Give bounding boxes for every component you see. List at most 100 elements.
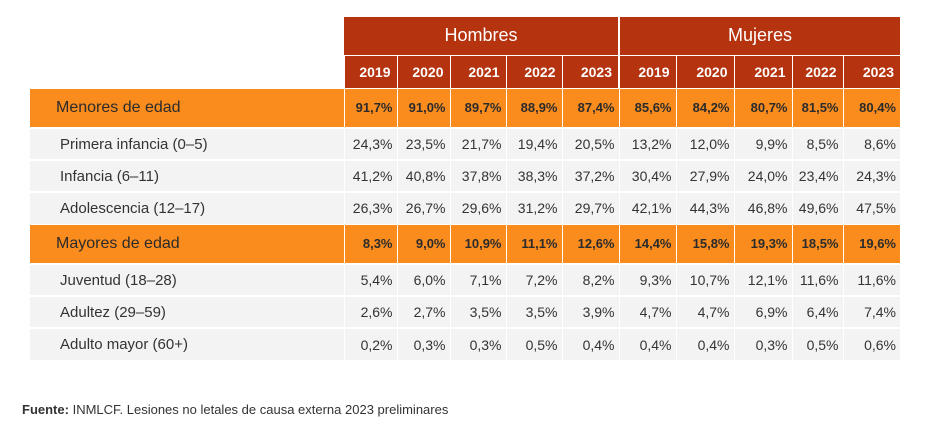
table-row: Primera infancia (0–5) 24,3% 23,5% 21,7% 19,… <box>30 127 900 160</box>
value-cell: 15,8% <box>675 223 734 264</box>
value-cell: 47,5% <box>842 191 900 224</box>
row-label: Infancia (6–11) <box>30 159 344 192</box>
value-cell: 84,2% <box>675 87 734 128</box>
value-cell: 6,0% <box>396 263 450 296</box>
value-cell: 0,5% <box>791 327 843 360</box>
table-row: Adultez (29–59) 2,6% 2,7% 3,5% 3,5% 3,9% 4,7% 4… <box>30 295 900 328</box>
row-label: Mayores de edad <box>30 223 344 264</box>
value-cell: 8,3% <box>343 223 397 264</box>
group-header-row: Hombres Mujeres <box>30 17 900 55</box>
value-cell: 0,4% <box>618 327 676 360</box>
value-cell: 38,3% <box>505 159 562 192</box>
value-cell: 26,7% <box>396 191 450 224</box>
year-header-blank <box>30 55 344 88</box>
value-cell: 87,4% <box>561 87 619 128</box>
value-cell: 21,7% <box>449 127 506 160</box>
year-mujeres-2023: 2023 <box>842 54 900 88</box>
value-cell: 3,5% <box>449 295 506 328</box>
value-cell: 19,3% <box>733 223 792 264</box>
row-label: Adolescencia (12–17) <box>30 191 344 224</box>
value-cell: 31,2% <box>505 191 562 224</box>
table-row: Infancia (6–11) 41,2% 40,8% 37,8% 38,3% 37,2%… <box>30 159 900 192</box>
value-cell: 3,5% <box>505 295 562 328</box>
group-header-hombres: Hombres <box>344 17 619 55</box>
value-cell: 23,4% <box>791 159 843 192</box>
value-cell: 4,7% <box>675 295 734 328</box>
value-cell: 11,1% <box>505 223 562 264</box>
value-cell: 29,6% <box>449 191 506 224</box>
value-cell: 81,5% <box>791 87 843 128</box>
value-cell: 8,6% <box>842 127 900 160</box>
value-cell: 44,3% <box>675 191 734 224</box>
year-mujeres-2021: 2021 <box>733 54 792 88</box>
value-cell: 0,2% <box>343 327 397 360</box>
value-cell: 24,3% <box>842 159 900 192</box>
table-row: Adulto mayor (60+) 0,2% 0,3% 0,3% 0,5% 0,4% 0,… <box>30 327 900 360</box>
value-cell: 30,4% <box>618 159 676 192</box>
value-cell: 80,7% <box>733 87 792 128</box>
year-header-row: 2019 2020 2021 2022 2023 2019 2020 2021 2022 2023 <box>30 54 900 88</box>
value-cell: 91,7% <box>343 87 397 128</box>
year-hombres-2021: 2021 <box>449 54 506 88</box>
value-cell: 37,2% <box>561 159 619 192</box>
value-cell: 24,3% <box>343 127 397 160</box>
year-mujeres-2020: 2020 <box>675 54 734 88</box>
year-hombres-2020: 2020 <box>396 54 450 88</box>
value-cell: 37,8% <box>449 159 506 192</box>
value-cell: 12,0% <box>675 127 734 160</box>
value-cell: 12,6% <box>561 223 619 264</box>
value-cell: 24,0% <box>733 159 792 192</box>
row-label: Menores de edad <box>30 87 344 128</box>
table-row: Adolescencia (12–17) 26,3% 26,7% 29,6% 31,2%… <box>30 191 900 224</box>
value-cell: 19,6% <box>842 223 900 264</box>
value-cell: 19,4% <box>505 127 562 160</box>
value-cell: 7,1% <box>449 263 506 296</box>
value-cell: 41,2% <box>343 159 397 192</box>
source-note: Fuente: INMLCF. Lesiones no letales de c… <box>22 402 448 417</box>
row-label: Primera infancia (0–5) <box>30 127 344 160</box>
data-table: Hombres Mujeres 2019 2020 2021 2022 2023 2019… <box>30 17 900 360</box>
value-cell: 9,0% <box>396 223 450 264</box>
value-cell: 80,4% <box>842 87 900 128</box>
table-body: Menores de edad 91,7% 91,0% 89,7% 88,9% 87,4%… <box>30 87 900 360</box>
table-row: Juventud (18–28) 5,4% 6,0% 7,1% 7,2% 8,2% 9,3%… <box>30 263 900 296</box>
value-cell: 0,5% <box>505 327 562 360</box>
value-cell: 6,4% <box>791 295 843 328</box>
value-cell: 88,9% <box>505 87 562 128</box>
value-cell: 5,4% <box>343 263 397 296</box>
value-cell: 46,8% <box>733 191 792 224</box>
value-cell: 11,6% <box>842 263 900 296</box>
value-cell: 0,4% <box>561 327 619 360</box>
year-hombres-2022: 2022 <box>505 54 562 88</box>
value-cell: 49,6% <box>791 191 843 224</box>
value-cell: 2,6% <box>343 295 397 328</box>
value-cell: 91,0% <box>396 87 450 128</box>
value-cell: 10,9% <box>449 223 506 264</box>
value-cell: 42,1% <box>618 191 676 224</box>
header-blank <box>30 17 344 55</box>
value-cell: 7,2% <box>505 263 562 296</box>
value-cell: 0,3% <box>449 327 506 360</box>
value-cell: 14,4% <box>618 223 676 264</box>
source-label: Fuente: <box>22 402 69 417</box>
row-label: Adultez (29–59) <box>30 295 344 328</box>
value-cell: 0,3% <box>733 327 792 360</box>
value-cell: 10,7% <box>675 263 734 296</box>
value-cell: 13,2% <box>618 127 676 160</box>
value-cell: 4,7% <box>618 295 676 328</box>
source-text: INMLCF. Lesiones no letales de causa ext… <box>72 402 449 417</box>
value-cell: 23,5% <box>396 127 450 160</box>
value-cell: 0,3% <box>396 327 450 360</box>
value-cell: 40,8% <box>396 159 450 192</box>
row-label: Adulto mayor (60+) <box>30 327 344 360</box>
value-cell: 3,9% <box>561 295 619 328</box>
value-cell: 2,7% <box>396 295 450 328</box>
category-row: Menores de edad 91,7% 91,0% 89,7% 88,9% 87,4%… <box>30 87 900 128</box>
value-cell: 20,5% <box>561 127 619 160</box>
category-row: Mayores de edad 8,3% 9,0% 10,9% 11,1% 12,6% 14… <box>30 223 900 264</box>
year-mujeres-2022: 2022 <box>791 54 843 88</box>
value-cell: 11,6% <box>791 263 843 296</box>
year-hombres-2019: 2019 <box>343 54 397 88</box>
value-cell: 26,3% <box>343 191 397 224</box>
year-mujeres-2019: 2019 <box>618 54 676 88</box>
